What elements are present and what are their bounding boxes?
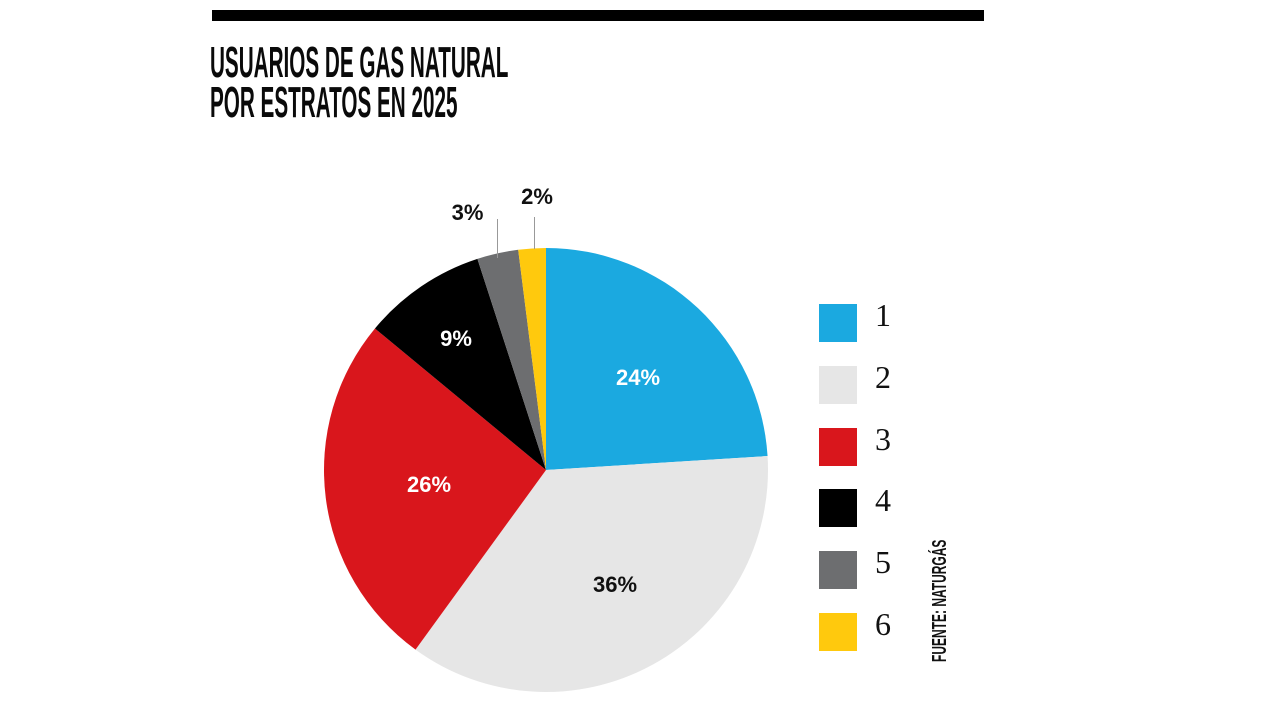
svg-text:36%: 36% [593,572,637,597]
svg-text:3%: 3% [452,200,484,225]
svg-text:26%: 26% [407,472,451,497]
svg-text:2%: 2% [521,184,553,209]
svg-text:24%: 24% [616,365,660,390]
svg-text:9%: 9% [440,326,472,351]
